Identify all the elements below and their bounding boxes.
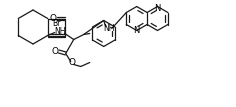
Text: NH: NH [103, 24, 114, 33]
Text: O: O [51, 47, 58, 56]
Text: NH: NH [54, 27, 65, 36]
Text: Br: Br [52, 19, 60, 28]
Text: O: O [68, 58, 75, 67]
Text: N: N [154, 4, 161, 13]
Text: O: O [49, 14, 56, 23]
Text: N: N [134, 26, 140, 35]
